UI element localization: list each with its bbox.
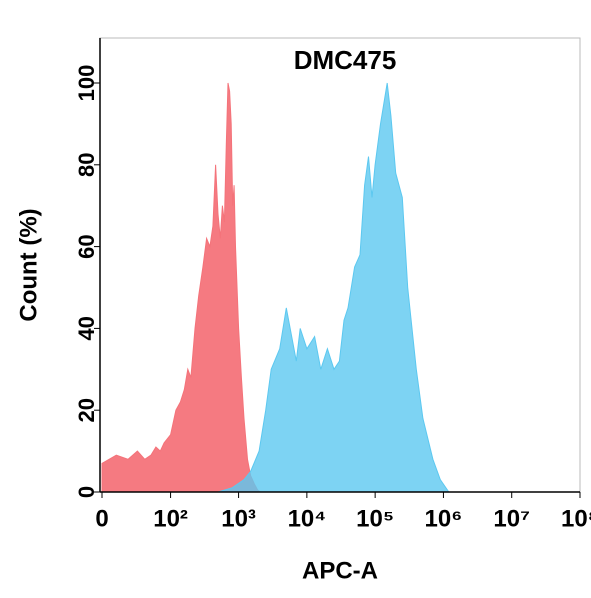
y-tick-label: 100: [74, 65, 99, 102]
y-tick-label: 20: [74, 398, 99, 422]
x-tick-label: 10⁶: [425, 505, 463, 532]
x-tick-label: 10⁸: [561, 505, 591, 532]
x-tick-label: 10⁴: [288, 505, 327, 532]
histogram-area: [217, 82, 450, 493]
y-axis-label: Count (%): [15, 208, 42, 321]
x-axis-label: APC-A: [302, 557, 378, 584]
y-tick-label: 40: [74, 316, 99, 340]
x-tick-label: 10³: [221, 505, 256, 532]
x-tick-label: 10⁷: [493, 505, 530, 532]
histogram-area: [101, 82, 264, 493]
y-tick-label: 60: [74, 234, 99, 258]
x-tick-label: 10²: [153, 505, 188, 532]
y-tick-label: 80: [74, 153, 99, 177]
x-tick-label: 10⁵: [356, 505, 394, 532]
y-tick-label: 0: [74, 486, 99, 498]
x-tick-label: 0: [95, 505, 108, 532]
chart-title: DMC475: [294, 45, 397, 75]
